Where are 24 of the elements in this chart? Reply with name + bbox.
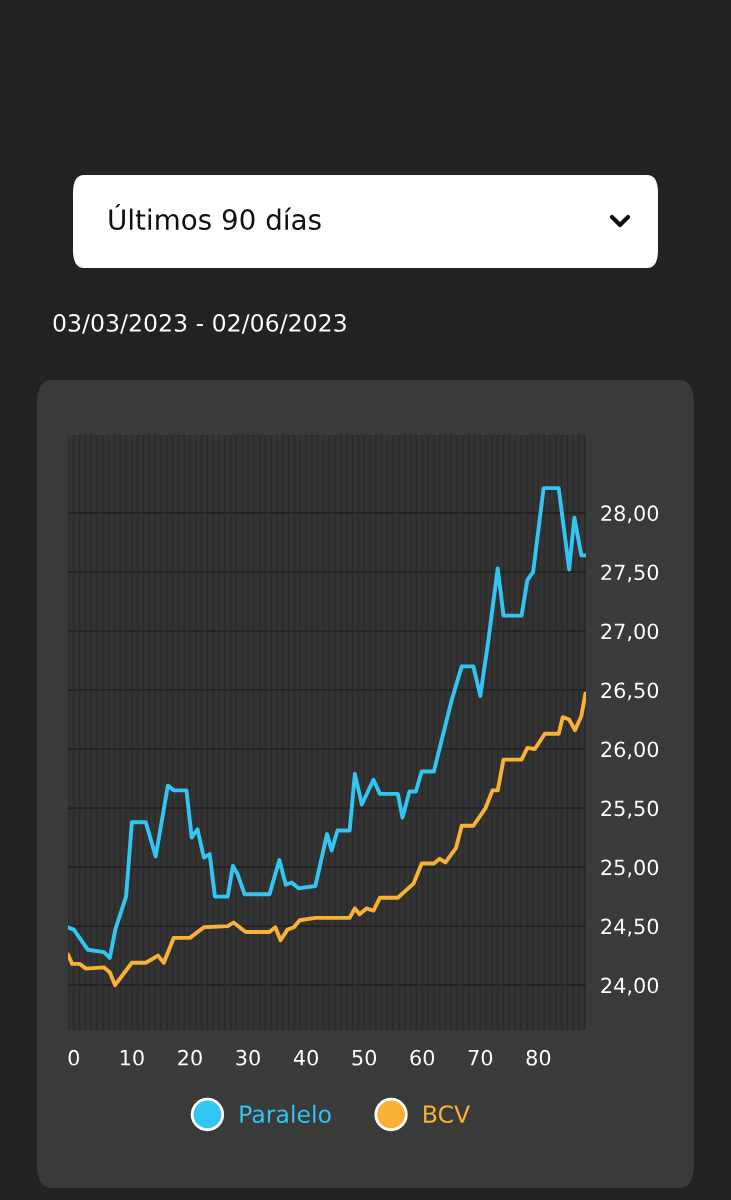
y-tick-label: 25,50 (601, 800, 659, 819)
x-tick-label: 80 (526, 1049, 551, 1066)
y-tick-label: 27,00 (601, 623, 659, 642)
x-tick-label: 70 (468, 1049, 493, 1066)
x-tick-label: 50 (352, 1049, 377, 1066)
y-tick-label: 26,00 (601, 741, 659, 760)
y-tick-label: 28,00 (601, 505, 659, 524)
legend-label: BCV (424, 1105, 470, 1124)
y-tick-label: 24,50 (601, 918, 659, 937)
line-series (68, 691, 586, 988)
chart-title: Últimos 90 días (109, 203, 321, 231)
y-tick-label: 25,00 (601, 859, 659, 878)
x-tick-label: 40 (293, 1049, 318, 1066)
chart-subtitle: 03/03/2023 - 02/06/2023 (53, 313, 346, 334)
x-tick-label: 0 (68, 1049, 80, 1066)
y-tick-label: 26,50 (601, 682, 659, 701)
x-tick-label: 60 (410, 1049, 435, 1066)
x-tick-label: 30 (236, 1049, 260, 1066)
y-tick-label: 27,50 (601, 564, 659, 583)
x-tick-label: 20 (178, 1049, 202, 1066)
y-tick-label: 24,00 (601, 977, 659, 996)
legend-label: Paralelo (240, 1104, 331, 1124)
x-tick-label: 10 (120, 1049, 144, 1066)
line-series (68, 486, 586, 960)
